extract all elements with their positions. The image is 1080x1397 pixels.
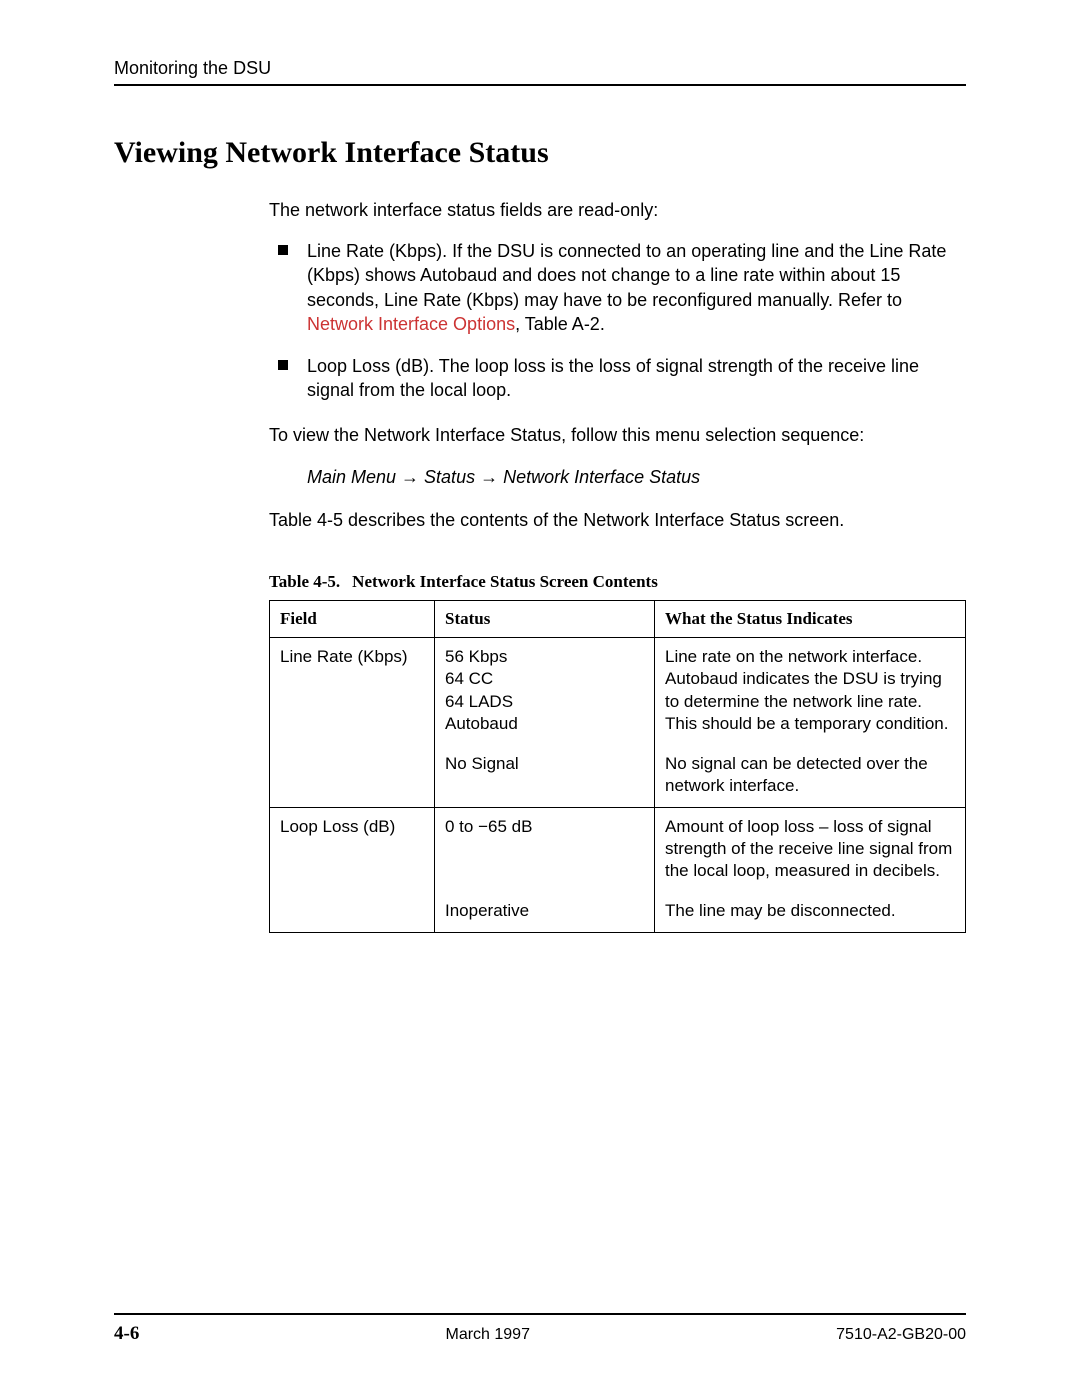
cell-field	[270, 745, 435, 808]
page-footer: 4-6 March 1997 7510-A2-GB20-00	[114, 1313, 966, 1345]
content-block: The network interface status fields are …	[269, 200, 966, 933]
intro-paragraph: The network interface status fields are …	[269, 200, 966, 221]
cell-field: Line Rate (Kbps)	[270, 638, 435, 745]
cell-field: Loop Loss (dB)	[270, 807, 435, 892]
footer-row: 4-6 March 1997 7510-A2-GB20-00	[114, 1323, 966, 1345]
cell-field	[270, 892, 435, 933]
table-header-row: Field Status What the Status Indicates	[270, 601, 966, 638]
table-body: Line Rate (Kbps) 56 Kbps 64 CC 64 LADS A…	[270, 638, 966, 933]
bullet-item: Loop Loss (dB). The loop loss is the los…	[269, 354, 966, 403]
table-row: Loop Loss (dB) 0 to −65 dB Amount of loo…	[270, 807, 966, 892]
table-header-status: Status	[435, 601, 655, 638]
table-caption-title: Network Interface Status Screen Contents	[352, 572, 658, 591]
table-header-indicates: What the Status Indicates	[655, 601, 966, 638]
bullet-text-pre: Line Rate (Kbps). If the DSU is connecte…	[307, 241, 946, 310]
bullet-text-pre: Loop Loss (dB). The loop loss is the los…	[307, 356, 919, 400]
cell-indicates: Line rate on the network interface. Auto…	[655, 638, 966, 745]
bullet-text-post: , Table A-2.	[515, 314, 605, 334]
footer-date: March 1997	[445, 1326, 530, 1344]
table-row: Line Rate (Kbps) 56 Kbps 64 CC 64 LADS A…	[270, 638, 966, 745]
footer-doc-id: 7510-A2-GB20-00	[836, 1326, 966, 1344]
page-header: Monitoring the DSU	[114, 58, 966, 86]
menu-path: Main Menu → Status → Network Interface S…	[307, 467, 966, 488]
cell-indicates: Amount of loop loss – loss of signal str…	[655, 807, 966, 892]
cell-status: No Signal	[435, 745, 655, 808]
footer-rule	[114, 1313, 966, 1315]
cell-status: Inoperative	[435, 892, 655, 933]
cell-indicates: The line may be disconnected.	[655, 892, 966, 933]
sequence-paragraph: To view the Network Interface Status, fo…	[269, 423, 966, 447]
bullet-item: Line Rate (Kbps). If the DSU is connecte…	[269, 239, 966, 336]
table-header-field: Field	[270, 601, 435, 638]
main-heading: Viewing Network Interface Status	[114, 136, 966, 170]
table-row: Inoperative The line may be disconnected…	[270, 892, 966, 933]
table-ref-paragraph: Table 4-5 describes the contents of the …	[269, 508, 966, 532]
header-rule	[114, 84, 966, 86]
cross-ref-link[interactable]: Network Interface Options	[307, 314, 515, 334]
header-section-title: Monitoring the DSU	[114, 58, 966, 79]
table-caption: Table 4-5. Network Interface Status Scree…	[269, 572, 966, 592]
status-table: Field Status What the Status Indicates L…	[269, 600, 966, 933]
table-caption-label: Table 4-5.	[269, 572, 340, 591]
bullet-list: Line Rate (Kbps). If the DSU is connecte…	[269, 239, 966, 403]
page-number: 4-6	[114, 1323, 139, 1345]
cell-status: 56 Kbps 64 CC 64 LADS Autobaud	[435, 638, 655, 745]
cell-indicates: No signal can be detected over the netwo…	[655, 745, 966, 808]
table-row: No Signal No signal can be detected over…	[270, 745, 966, 808]
cell-status: 0 to −65 dB	[435, 807, 655, 892]
